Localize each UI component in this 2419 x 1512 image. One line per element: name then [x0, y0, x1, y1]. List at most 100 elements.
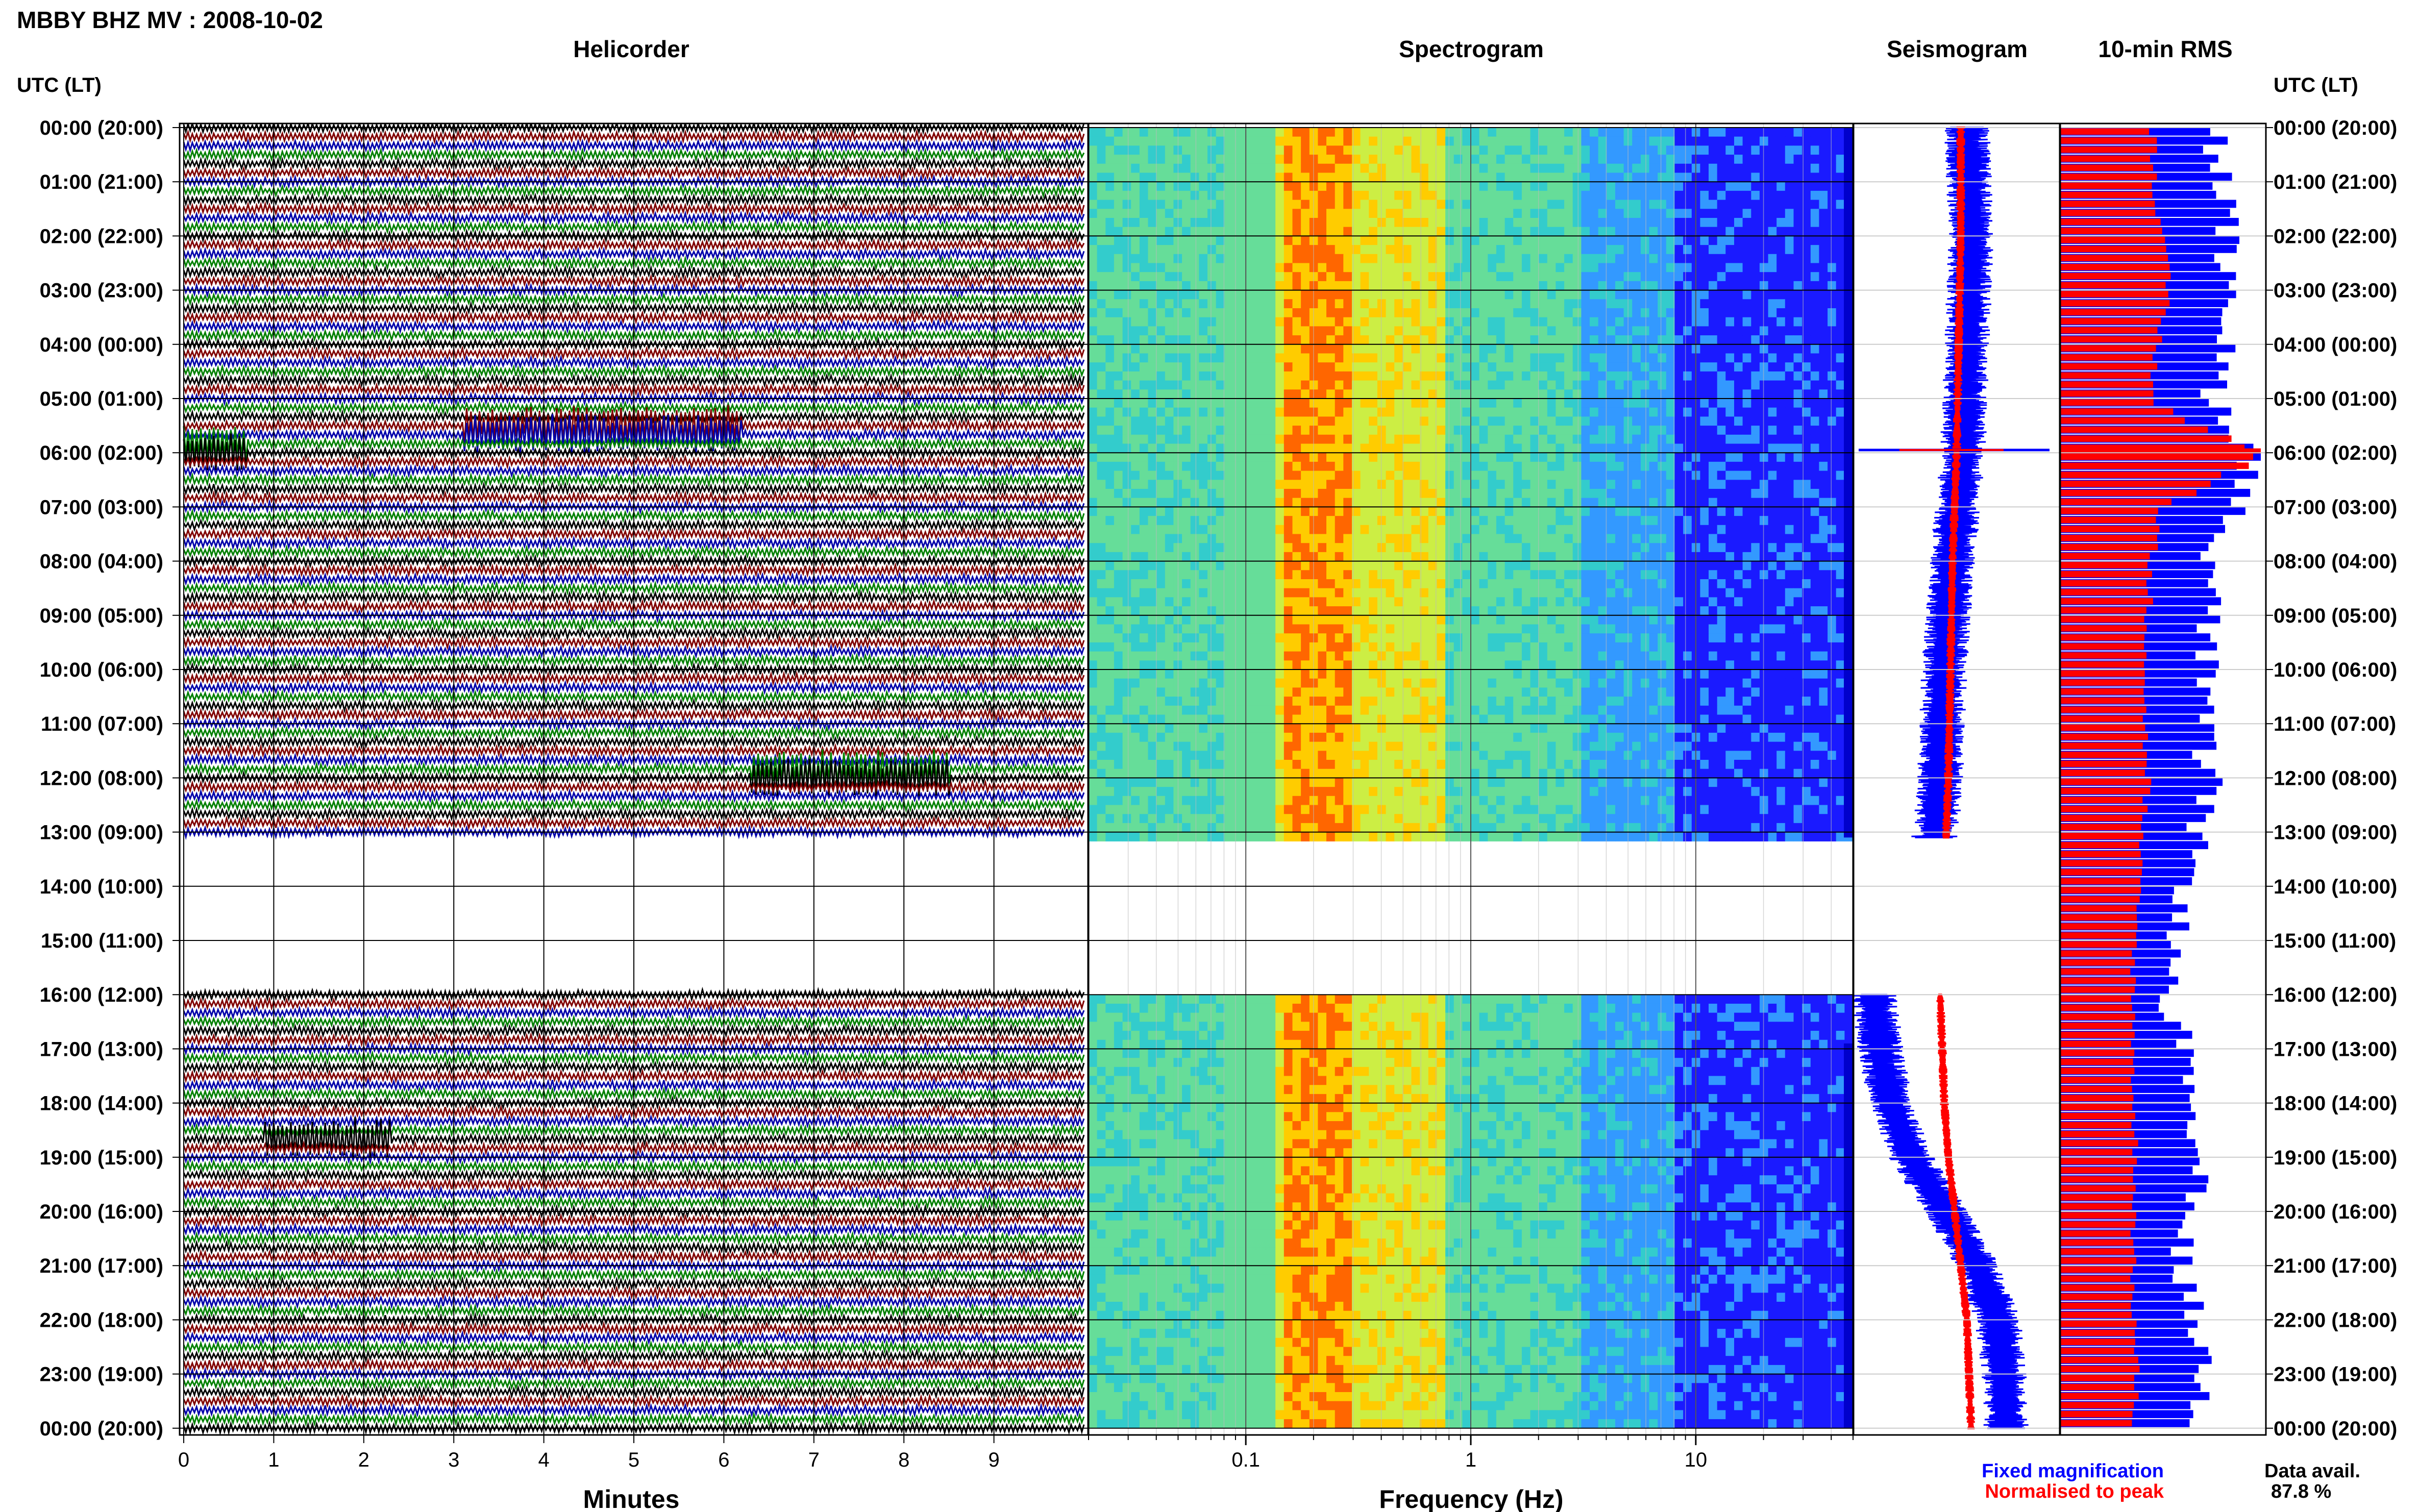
spectrogram-cell: [1292, 597, 1301, 607]
spectrogram-cell: [1666, 218, 1675, 228]
spectrogram-cell: [1768, 470, 1777, 480]
spectrogram-cell: [1700, 254, 1709, 264]
spectrogram-cell: [1437, 236, 1446, 245]
spectrogram-cell: [1394, 371, 1403, 381]
spectrogram-cell: [1250, 434, 1259, 444]
spectrogram-cell: [1233, 606, 1242, 616]
spectrogram-cell: [1590, 588, 1599, 598]
spectrogram-cell: [1590, 362, 1599, 372]
spectrogram-cell: [1411, 281, 1420, 291]
spectrogram-cell: [1674, 407, 1684, 417]
spectrogram-cell: [1335, 290, 1344, 300]
spectrogram-cell: [1301, 525, 1310, 535]
spectrogram-cell: [1649, 317, 1658, 327]
spectrogram-cell: [1089, 353, 1098, 363]
spectrogram-cell: [1802, 371, 1811, 381]
spectrogram-cell: [1742, 272, 1751, 282]
spectrogram-cell: [1105, 399, 1115, 408]
spectrogram-cell: [1182, 543, 1191, 553]
spectrogram-cell: [1590, 281, 1599, 291]
spectrogram-cell: [1496, 281, 1505, 291]
spectrogram-cell: [1139, 426, 1149, 435]
spectrogram-cell: [1335, 389, 1344, 399]
spectrogram-cell: [1471, 615, 1480, 625]
spectrogram-cell: [1674, 426, 1684, 435]
spectrogram-cell: [1734, 480, 1743, 489]
spectrogram-cell: [1335, 308, 1344, 318]
spectrogram-cell: [1267, 344, 1276, 354]
spectrogram-cell: [1224, 155, 1233, 164]
spectrogram-cell: [1122, 200, 1131, 209]
spectrogram-cell: [1632, 344, 1641, 354]
spectrogram-cell: [1369, 353, 1378, 363]
spectrogram-cell: [1615, 317, 1624, 327]
spectrogram-cell: [1632, 516, 1641, 526]
spectrogram-cell: [1836, 290, 1845, 300]
spectrogram-cell: [1089, 489, 1098, 499]
spectrogram-cell: [1462, 461, 1471, 472]
spectrogram-cell: [1122, 434, 1131, 444]
spectrogram-cell: [1182, 525, 1191, 535]
spectrogram-cell: [1564, 561, 1573, 571]
spectrogram-cell: [1819, 489, 1828, 499]
spectrogram-cell: [1590, 525, 1599, 535]
spectrogram-cell: [1700, 290, 1709, 300]
spectrogram-cell: [1547, 480, 1556, 489]
spectrogram-cell: [1717, 163, 1726, 173]
spectrogram-cell: [1488, 480, 1497, 489]
spectrogram-cell: [1479, 308, 1488, 318]
spectrogram-cell: [1165, 182, 1174, 191]
spectrogram-cell: [1496, 461, 1505, 472]
spectrogram-cell: [1199, 588, 1208, 598]
spectrogram-cell: [1097, 128, 1106, 137]
spectrogram-cell: [1649, 218, 1658, 228]
spectrogram-cell: [1539, 128, 1548, 137]
spectrogram-cell: [1386, 543, 1395, 553]
spectrogram-cell: [1564, 498, 1573, 507]
spectrogram-cell: [1556, 200, 1565, 209]
spectrogram-cell: [1488, 416, 1497, 426]
spectrogram-cell: [1089, 507, 1098, 516]
spectrogram-cell: [1097, 552, 1106, 562]
spectrogram-cell: [1318, 498, 1327, 507]
spectrogram-cell: [1207, 588, 1217, 598]
spectrogram-cell: [1326, 227, 1336, 236]
spectrogram-cell: [1275, 236, 1285, 245]
spectrogram-cell: [1683, 516, 1692, 526]
spectrogram-cell: [1318, 299, 1327, 309]
spectrogram-cell: [1216, 579, 1225, 589]
spectrogram-cell: [1360, 128, 1369, 137]
spectrogram-cell: [1496, 597, 1505, 607]
spectrogram-cell: [1683, 606, 1692, 616]
spectrogram-cell: [1360, 624, 1369, 634]
spectrogram-cell: [1335, 254, 1344, 264]
spectrogram-cell: [1836, 470, 1845, 480]
spectrogram-cell: [1386, 190, 1395, 201]
spectrogram-cell: [1326, 263, 1336, 272]
spectrogram-cell: [1437, 416, 1446, 426]
spectrogram-cell: [1445, 353, 1454, 363]
spectrogram-cell: [1402, 380, 1412, 390]
spectrogram-cell: [1666, 245, 1675, 255]
spectrogram-cell: [1700, 561, 1709, 571]
spectrogram-cell: [1165, 353, 1174, 363]
spectrogram-cell: [1607, 136, 1616, 146]
spectrogram-cell: [1717, 145, 1726, 155]
spectrogram-cell: [1420, 507, 1429, 516]
spectrogram-cell: [1190, 263, 1199, 272]
spectrogram-cell: [1335, 155, 1344, 164]
spectrogram-cell: [1386, 480, 1395, 489]
spectrogram-cell: [1539, 597, 1548, 607]
spectrogram-cell: [1233, 434, 1242, 444]
spectrogram-cell: [1496, 362, 1505, 372]
spectrogram-cell: [1734, 200, 1743, 209]
spectrogram-cell: [1156, 353, 1166, 363]
spectrogram-cell: [1089, 525, 1098, 535]
spectrogram-cell: [1836, 218, 1845, 228]
spectrogram-cell: [1700, 317, 1709, 327]
spectrogram-cell: [1776, 597, 1786, 607]
spectrogram-cell: [1437, 308, 1446, 318]
spectrogram-cell: [1182, 182, 1191, 191]
spectrogram-cell: [1521, 516, 1531, 526]
spectrogram-cell: [1394, 290, 1403, 300]
